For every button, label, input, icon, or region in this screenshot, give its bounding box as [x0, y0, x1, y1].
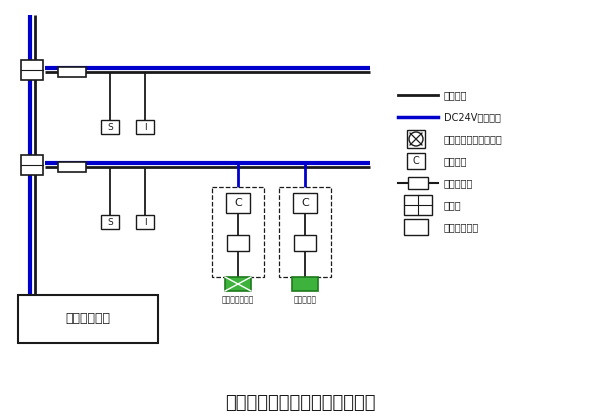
Bar	[404, 219, 428, 235]
Text: C: C	[301, 198, 309, 208]
Bar	[18, 295, 158, 343]
Text: 消防控制中心: 消防控制中心	[65, 312, 110, 325]
Text: 端子箱: 端子箱	[444, 200, 461, 210]
Bar	[58, 162, 86, 172]
Text: S: S	[107, 123, 113, 132]
Bar	[58, 67, 86, 77]
Text: 蓄电配电柜: 蓄电配电柜	[293, 295, 317, 305]
Text: 编码型消火栓报警按钮: 编码型消火栓报警按钮	[444, 134, 503, 144]
Bar	[212, 187, 264, 277]
Bar	[294, 235, 316, 251]
Bar	[21, 60, 43, 80]
Bar	[226, 193, 250, 213]
Text: 继电切换模块: 继电切换模块	[444, 222, 479, 232]
Text: C: C	[234, 198, 242, 208]
Bar	[404, 195, 432, 215]
Text: 控制模块: 控制模块	[444, 156, 467, 166]
Bar	[136, 120, 154, 134]
Bar	[292, 277, 318, 291]
Bar	[225, 277, 251, 291]
Text: DC24V电源总线: DC24V电源总线	[444, 112, 501, 122]
Text: I: I	[143, 123, 146, 132]
Text: I: I	[143, 218, 146, 227]
Text: 应急照明和非消防电源系统控制: 应急照明和非消防电源系统控制	[225, 394, 375, 412]
Text: 应急照明配电箱: 应急照明配电箱	[222, 295, 254, 305]
Bar	[21, 155, 43, 175]
Bar	[408, 177, 428, 189]
Bar	[136, 215, 154, 229]
Bar	[279, 187, 331, 277]
Text: C: C	[413, 156, 419, 166]
Bar	[101, 120, 119, 134]
Text: 报警总线: 报警总线	[444, 90, 467, 100]
Bar	[407, 130, 425, 148]
Bar	[101, 215, 119, 229]
Bar	[293, 193, 317, 213]
Bar	[407, 153, 425, 169]
Text: S: S	[107, 218, 113, 227]
Bar	[227, 235, 249, 251]
Text: 总线隔离器: 总线隔离器	[444, 178, 473, 188]
